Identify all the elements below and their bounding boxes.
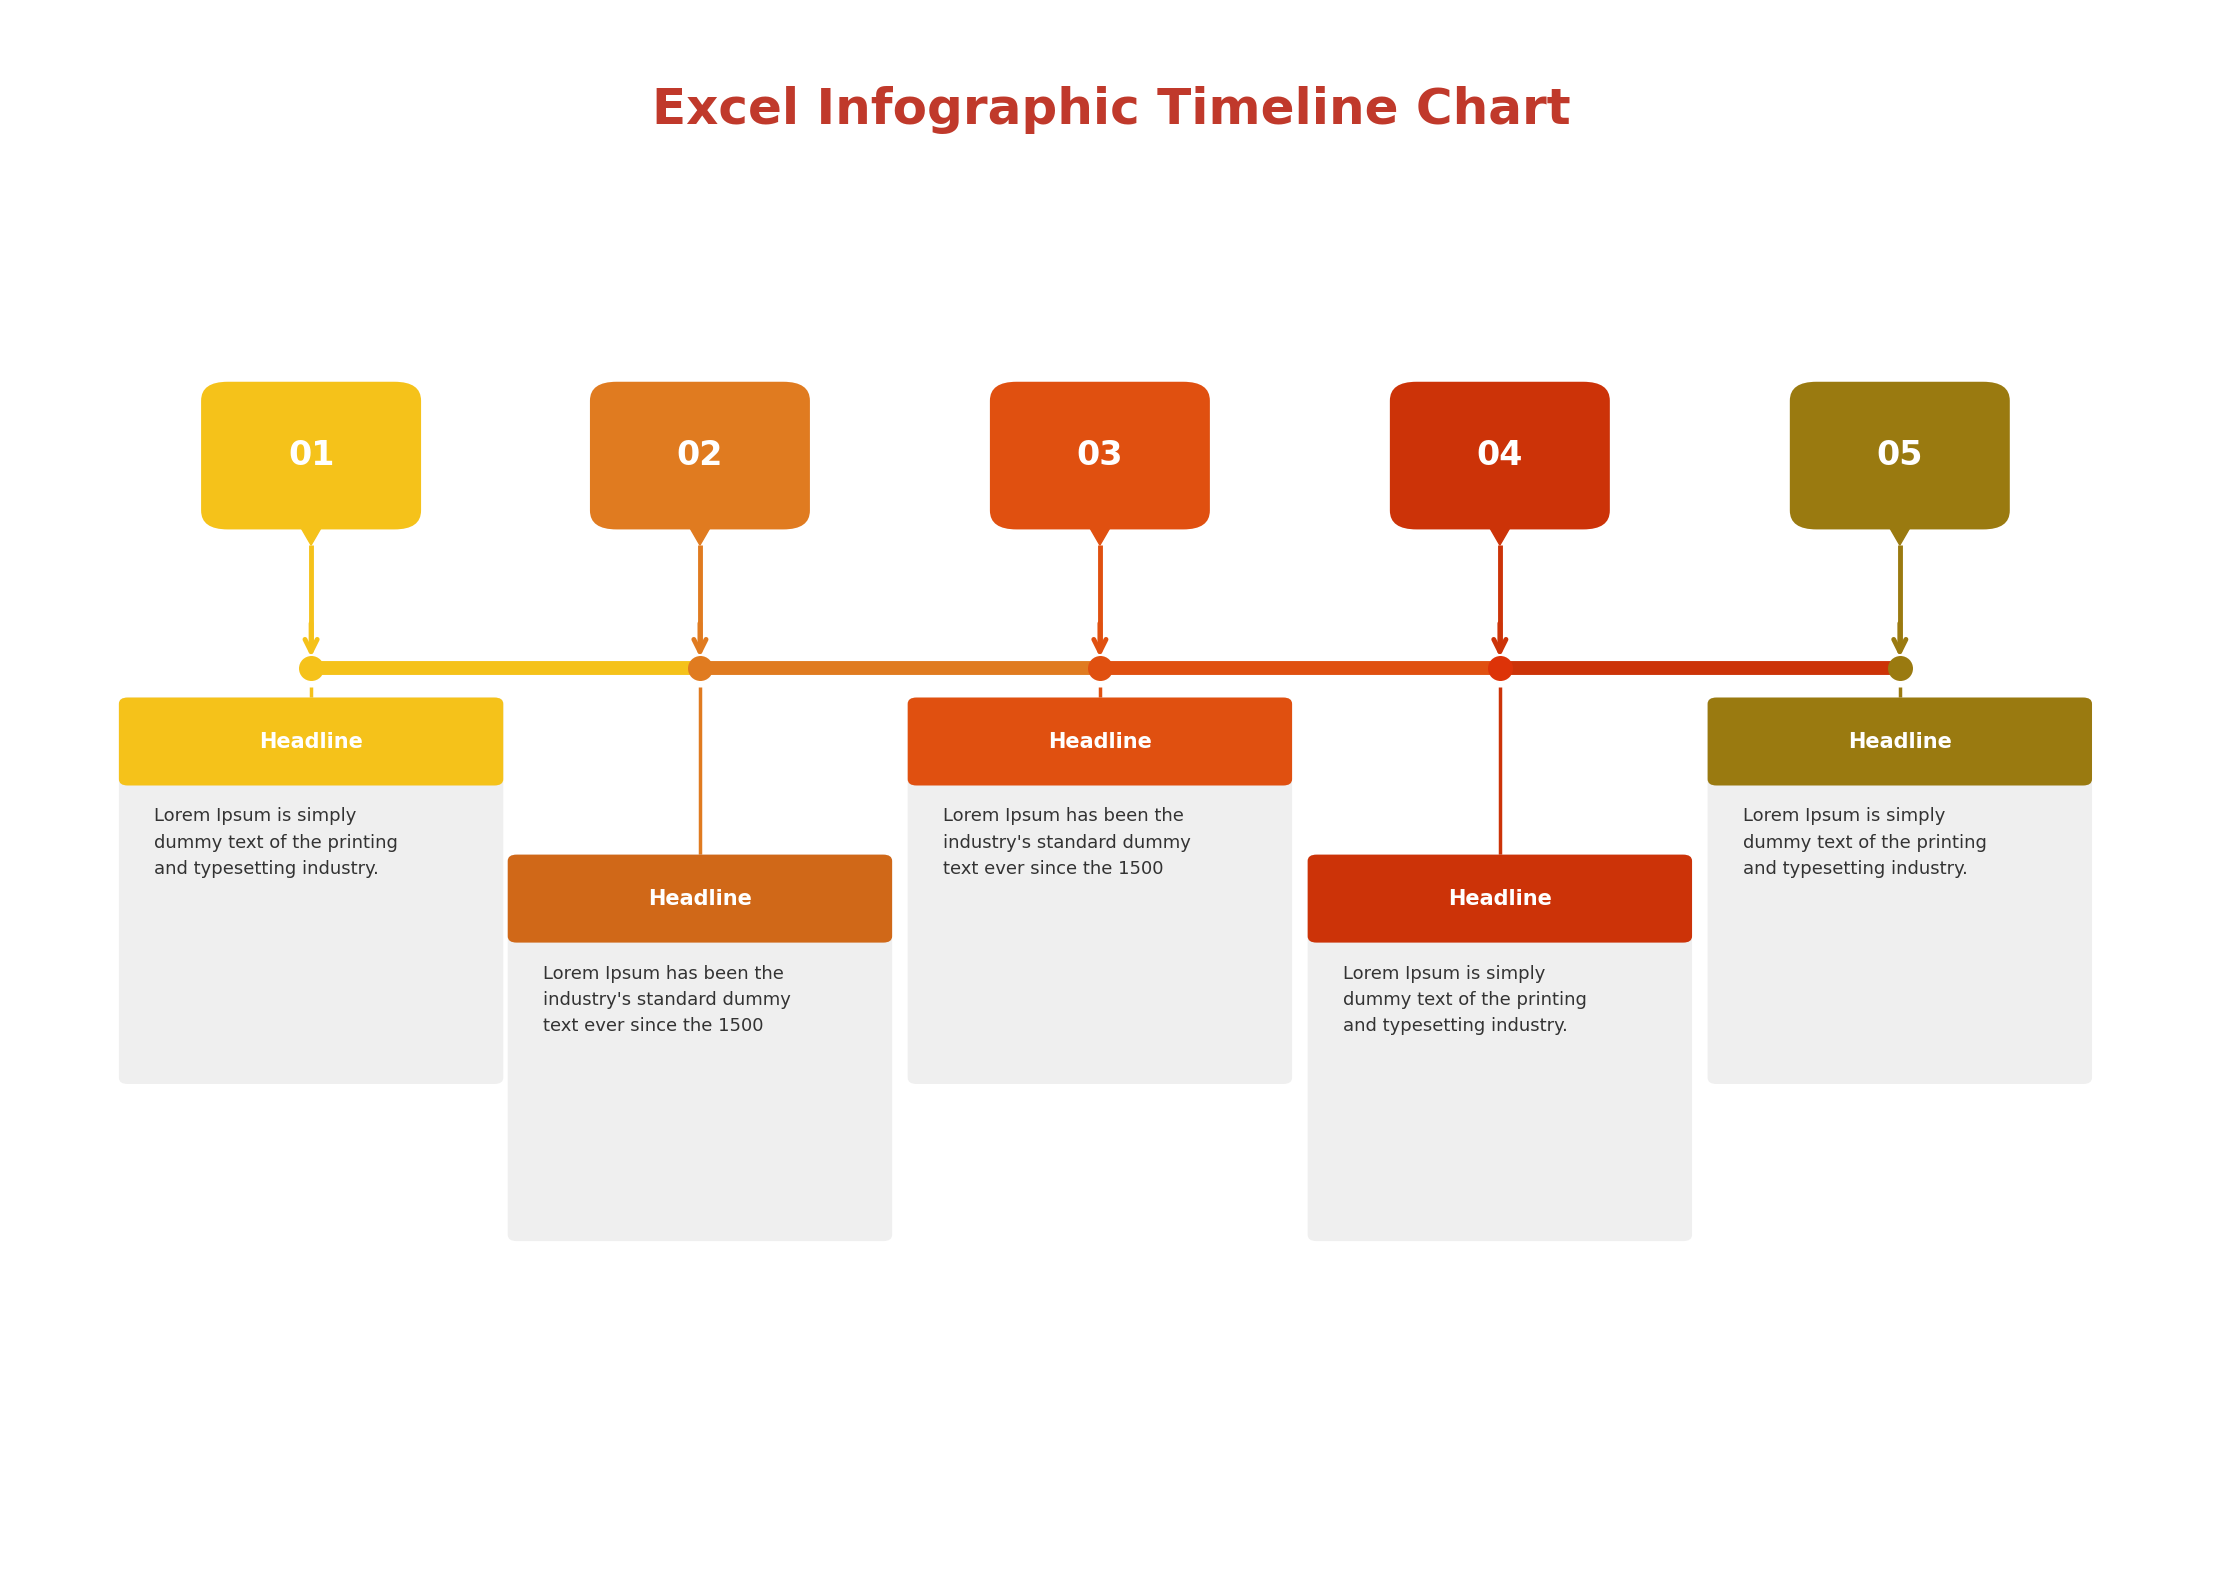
FancyBboxPatch shape	[1706, 698, 2091, 786]
Text: Excel Infographic Timeline Chart: Excel Infographic Timeline Chart	[651, 86, 1571, 134]
FancyBboxPatch shape	[1391, 382, 1609, 529]
Polygon shape	[680, 511, 720, 545]
Text: Lorem Ipsum has been the
industry's standard dummy
text ever since the 1500: Lorem Ipsum has been the industry's stan…	[542, 965, 791, 1035]
FancyBboxPatch shape	[202, 382, 422, 529]
Text: Lorem Ipsum is simply
dummy text of the printing
and typesetting industry.: Lorem Ipsum is simply dummy text of the …	[1742, 807, 1986, 878]
Text: Headline: Headline	[649, 889, 751, 908]
FancyBboxPatch shape	[907, 698, 1293, 786]
Text: Lorem Ipsum has been the
industry's standard dummy
text ever since the 1500: Lorem Ipsum has been the industry's stan…	[942, 807, 1191, 878]
Polygon shape	[1080, 511, 1120, 545]
FancyBboxPatch shape	[120, 698, 504, 1084]
FancyBboxPatch shape	[507, 855, 891, 943]
Polygon shape	[1480, 511, 1520, 545]
Text: Headline: Headline	[1849, 732, 1951, 751]
FancyBboxPatch shape	[507, 855, 891, 1241]
Text: Lorem Ipsum is simply
dummy text of the printing
and typesetting industry.: Lorem Ipsum is simply dummy text of the …	[153, 807, 398, 878]
Text: 04: 04	[1478, 438, 1522, 473]
FancyBboxPatch shape	[591, 382, 811, 529]
Text: 03: 03	[1078, 438, 1122, 473]
FancyBboxPatch shape	[120, 698, 504, 786]
Text: Headline: Headline	[1049, 732, 1151, 751]
Text: 01: 01	[289, 438, 333, 473]
Text: 02: 02	[678, 438, 722, 473]
FancyBboxPatch shape	[991, 382, 1209, 529]
Polygon shape	[291, 511, 331, 545]
Text: Headline: Headline	[1449, 889, 1551, 908]
FancyBboxPatch shape	[1789, 382, 2009, 529]
FancyBboxPatch shape	[1307, 855, 1693, 1241]
FancyBboxPatch shape	[1706, 698, 2091, 1084]
Text: Lorem Ipsum is simply
dummy text of the printing
and typesetting industry.: Lorem Ipsum is simply dummy text of the …	[1342, 965, 1587, 1035]
FancyBboxPatch shape	[1307, 855, 1693, 943]
Polygon shape	[1880, 511, 1920, 545]
Text: 05: 05	[1878, 438, 1922, 473]
FancyBboxPatch shape	[907, 698, 1293, 1084]
Text: Headline: Headline	[260, 732, 362, 751]
